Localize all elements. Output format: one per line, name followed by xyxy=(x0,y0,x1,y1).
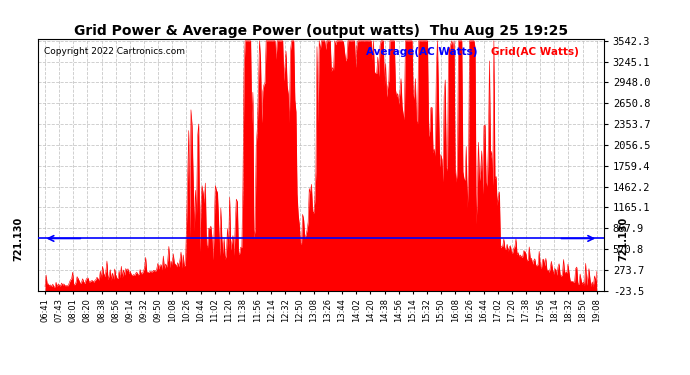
Text: 721.130: 721.130 xyxy=(14,216,23,261)
Text: Copyright 2022 Cartronics.com: Copyright 2022 Cartronics.com xyxy=(43,47,185,56)
Text: Grid(AC Watts): Grid(AC Watts) xyxy=(491,47,578,57)
Text: Average(AC Watts): Average(AC Watts) xyxy=(366,47,477,57)
Text: 721.130: 721.130 xyxy=(618,216,628,261)
Title: Grid Power & Average Power (output watts)  Thu Aug 25 19:25: Grid Power & Average Power (output watts… xyxy=(74,24,568,38)
